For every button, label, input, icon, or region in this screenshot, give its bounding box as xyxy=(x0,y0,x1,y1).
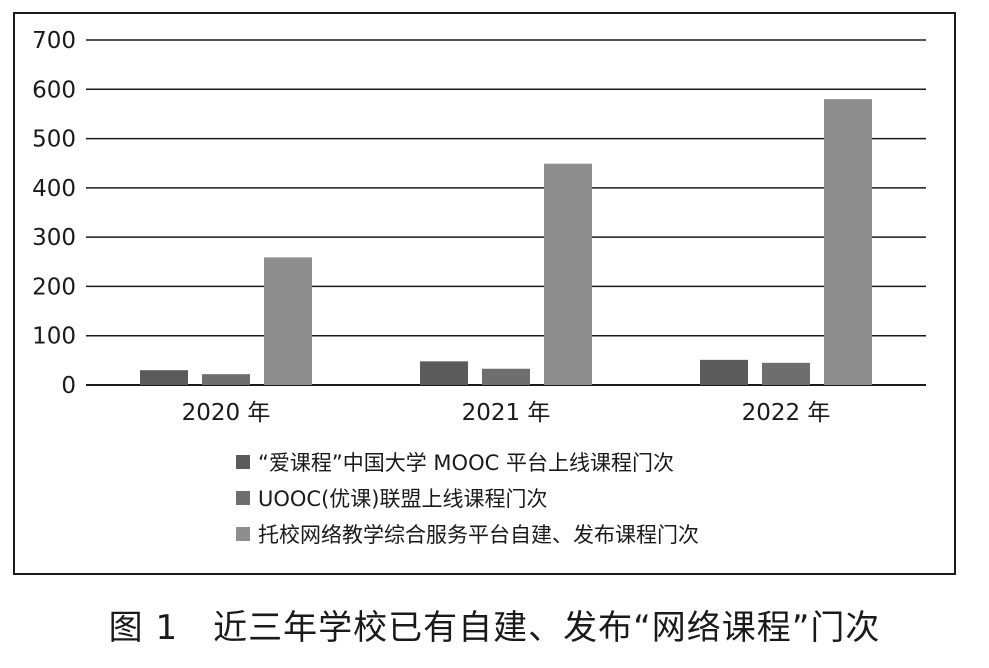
bar xyxy=(202,374,250,385)
chart-frame xyxy=(13,12,956,575)
y-tick-label: 500 xyxy=(32,127,76,153)
legend-label: 托校网络教学综合服务平台自建、发布课程门次 xyxy=(258,523,699,547)
legend-label: UOOC(优课)联盟上线课程门次 xyxy=(258,487,548,511)
y-tick-label: 200 xyxy=(32,274,76,300)
bar xyxy=(140,370,188,385)
y-tick-label: 600 xyxy=(32,77,76,103)
x-tick-label: 2021 年 xyxy=(462,400,551,426)
bar xyxy=(264,257,312,385)
x-tick-label: 2022 年 xyxy=(742,400,831,426)
bar xyxy=(420,361,468,385)
x-axis-ticks: 2020 年 2021 年 2022 年 xyxy=(182,400,831,426)
bar xyxy=(482,368,530,385)
bar xyxy=(762,362,810,385)
legend-label: “爱课程”中国大学 MOOC 平台上线课程门次 xyxy=(258,451,674,475)
legend-swatch xyxy=(236,527,250,541)
y-tick-label: 700 xyxy=(32,28,76,54)
x-tick-label: 2020 年 xyxy=(182,400,271,426)
y-tick-label: 400 xyxy=(32,176,76,202)
bar xyxy=(700,359,748,385)
legend-item-school-platform: 托校网络教学综合服务平台自建、发布课程门次 xyxy=(236,516,699,552)
legend: “爱课程”中国大学 MOOC 平台上线课程门次 UOOC(优课)联盟上线课程门次… xyxy=(236,444,699,552)
figure-caption: 图 1 近三年学校已有自建、发布“网络课程”门次 xyxy=(108,608,881,648)
legend-swatch xyxy=(236,455,250,469)
bar xyxy=(544,163,592,385)
y-tick-label: 0 xyxy=(61,373,76,399)
gridlines xyxy=(86,39,926,386)
legend-item-uooc: UOOC(优课)联盟上线课程门次 xyxy=(236,480,699,516)
y-axis-ticks: 0 100 200 300 400 500 600 700 xyxy=(32,28,76,399)
bars xyxy=(140,99,872,386)
legend-swatch xyxy=(236,491,250,505)
bar xyxy=(824,99,872,386)
legend-item-mooc: “爱课程”中国大学 MOOC 平台上线课程门次 xyxy=(236,444,699,480)
y-tick-label: 100 xyxy=(32,324,76,350)
y-tick-label: 300 xyxy=(32,225,76,251)
